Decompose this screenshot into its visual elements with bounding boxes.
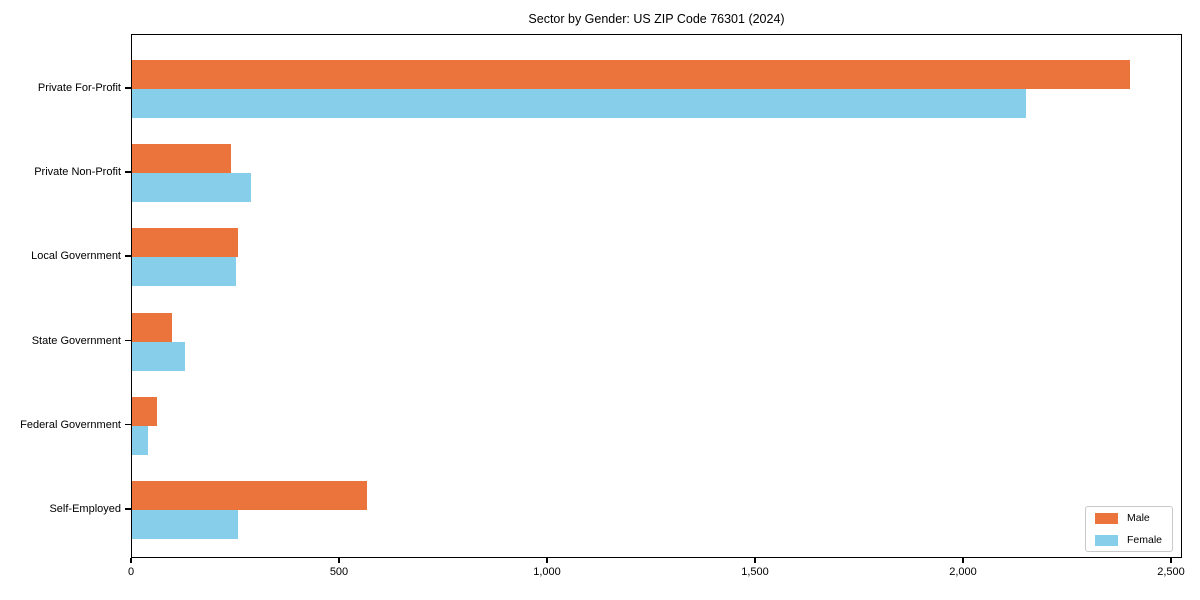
x-tick-label: 0 xyxy=(127,566,135,578)
y-tick-label: Private Non-Profit xyxy=(34,166,121,179)
y-tick-mark xyxy=(125,508,131,510)
y-tick-mark xyxy=(125,339,131,342)
plot-area xyxy=(131,34,1182,558)
legend-label-male: Male xyxy=(1127,512,1150,524)
bar-male-2 xyxy=(132,144,231,174)
x-tick-label: 1,000 xyxy=(533,566,561,578)
male-swatch-icon xyxy=(1095,512,1118,524)
y-tick-mark xyxy=(125,171,131,173)
x-tick-label: 500 xyxy=(329,566,349,578)
x-tick-mark xyxy=(338,558,340,563)
bar-female-3 xyxy=(132,257,236,287)
bar-male-3 xyxy=(132,228,239,258)
female-swatch-icon xyxy=(1095,534,1118,546)
legend-row-female: Female xyxy=(1095,534,1164,546)
y-tick-label: Private For-Profit xyxy=(37,82,121,94)
legend: Male Female xyxy=(1085,506,1173,552)
x-tick-mark xyxy=(130,558,132,563)
x-tick-label: 1,500 xyxy=(741,566,769,578)
y-tick-label: Federal Government xyxy=(20,418,121,431)
y-tick-label: Self-Employed xyxy=(49,503,121,515)
bar-female-5 xyxy=(132,425,148,455)
x-tick-mark xyxy=(546,558,548,563)
bar-female-4 xyxy=(132,341,185,371)
legend-label-female: Female xyxy=(1127,534,1163,546)
bar-female-2 xyxy=(132,173,251,203)
bar-male-1 xyxy=(132,60,1131,89)
bar-female-1 xyxy=(132,89,1027,118)
legend-row-male: Male xyxy=(1095,512,1164,524)
y-tick-mark xyxy=(125,87,131,89)
x-tick-mark xyxy=(962,558,964,563)
x-tick-mark xyxy=(754,558,756,563)
x-tick-label: 2,500 xyxy=(1157,566,1185,578)
bar-male-4 xyxy=(132,312,172,342)
x-tick-mark xyxy=(1170,558,1172,563)
bar-female-6 xyxy=(132,510,239,539)
y-tick-label: State Government xyxy=(31,334,121,347)
y-tick-mark xyxy=(125,255,131,257)
y-tick-label: Local Government xyxy=(31,250,121,263)
bar-male-6 xyxy=(132,481,368,510)
x-tick-label: 2,000 xyxy=(949,566,977,578)
y-tick-mark xyxy=(125,423,131,426)
bar-male-5 xyxy=(132,396,157,426)
chart-title: Sector by Gender: US ZIP Code 76301 (202… xyxy=(528,12,785,26)
